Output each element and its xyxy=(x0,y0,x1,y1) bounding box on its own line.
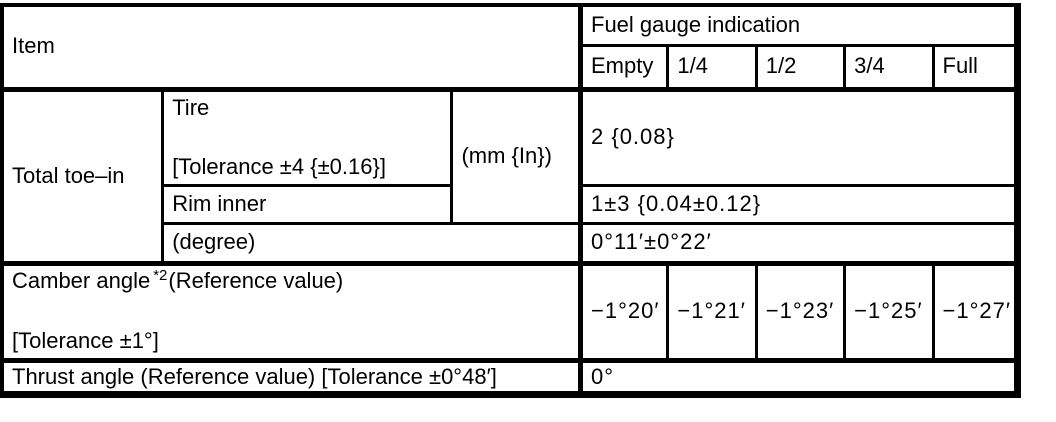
toe-in-degree-value: 0°11′±0°22′ xyxy=(578,221,1019,266)
fuel-level-half-header: 1/2 xyxy=(754,43,847,92)
thrust-angle-value: 0° xyxy=(578,358,1019,397)
fuel-level-three-quarter-header: 3/4 xyxy=(843,43,935,92)
camber-value-half: −1°23′ xyxy=(754,261,847,363)
tire-toe-in-value: 2 {0.08} xyxy=(578,87,1019,187)
fuel-level-empty-header: Empty xyxy=(577,43,670,92)
unit-mm-in-label: (mm {In}) xyxy=(450,87,582,225)
camber-tolerance-label: [Tolerance ±1°] xyxy=(12,328,159,354)
fuel-level-quarter-header: 1/4 xyxy=(666,43,758,92)
camber-angle-label: Camber angle *2(Reference value) xyxy=(12,266,570,294)
tire-cell: Tire [Tolerance ±4 {±0.16}] xyxy=(161,87,454,187)
degree-unit-label: (degree) xyxy=(161,221,582,266)
footnote-2-marker: *2 xyxy=(153,266,168,284)
thrust-angle-label: Thrust angle (Reference value) [Toleranc… xyxy=(0,358,582,397)
fuel-gauge-indication-header: Fuel gauge indication xyxy=(578,3,1019,47)
camber-value-empty: −1°20′ xyxy=(577,261,670,363)
tire-tolerance-label: [Tolerance ±4 {±0.16}] xyxy=(172,153,386,179)
camber-reference-label: (Reference value) xyxy=(168,268,344,293)
camber-value-full: −1°27′ xyxy=(931,261,1019,363)
fuel-level-full-header: Full xyxy=(931,43,1019,92)
rim-inner-value: 1±3 {0.04±0.12} xyxy=(578,183,1019,225)
camber-value-three-quarter: −1°25′ xyxy=(843,261,935,363)
camber-angle-cell: Camber angle *2(Reference value) [Toleran… xyxy=(0,261,582,363)
item-header: Item xyxy=(0,3,582,92)
tire-label: Tire xyxy=(172,94,210,120)
camber-angle-label-text: Camber angle xyxy=(12,268,151,293)
rim-inner-label: Rim inner xyxy=(161,183,454,225)
camber-value-quarter: −1°21′ xyxy=(666,261,758,363)
total-toe-in-label: Total toe–in xyxy=(0,87,165,266)
wheel-alignment-spec-table: Item Fuel gauge indication Empty 1/4 1/2… xyxy=(0,3,1021,399)
